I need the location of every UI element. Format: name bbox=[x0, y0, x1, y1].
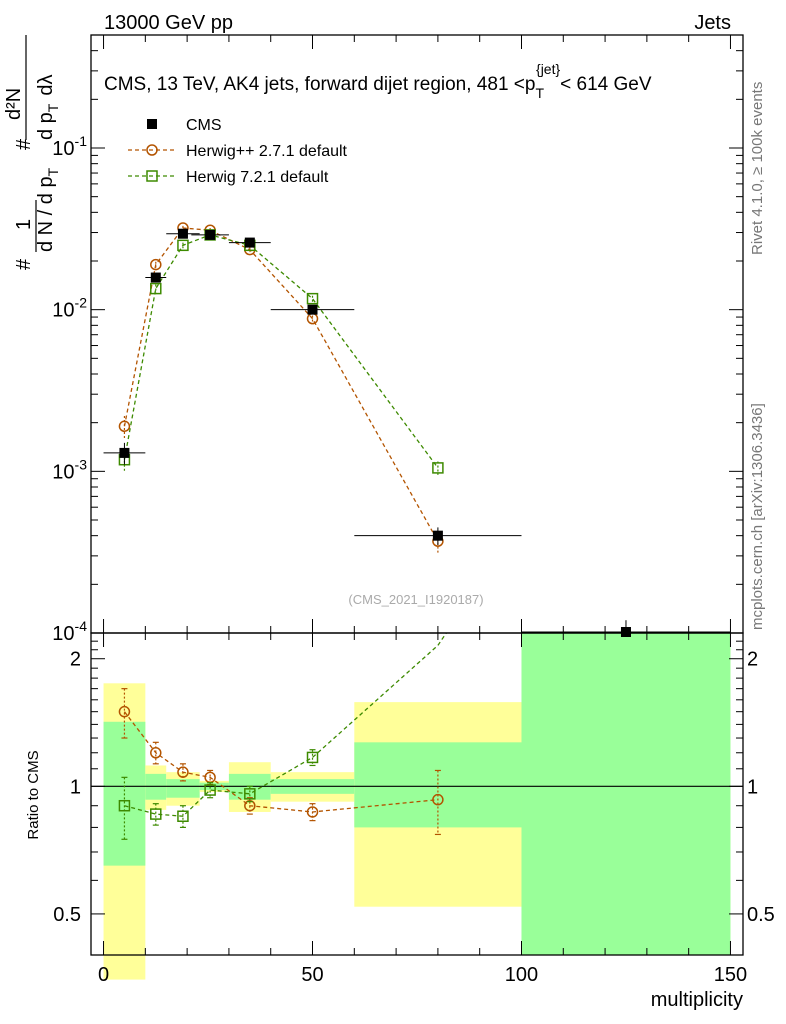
ratio-point-open-circle bbox=[244, 799, 256, 812]
ratio-point-open-circle bbox=[118, 705, 131, 718]
band-green-7 bbox=[521, 633, 731, 955]
ratio-point-open-square bbox=[204, 784, 216, 796]
main-axes: 10-3 10-2 10-1 10-4 bbox=[52, 34, 743, 645]
legend-marker-open-circle bbox=[146, 144, 158, 156]
ratio-point-open-circle bbox=[150, 747, 162, 759]
main-point-open-circle bbox=[118, 420, 131, 433]
band-green-2 bbox=[166, 779, 200, 798]
svg-text:d pTdλ: d pTdλ bbox=[35, 75, 61, 141]
svg-text:d²N: d²N bbox=[3, 88, 25, 120]
main-series bbox=[103, 222, 731, 637]
data-point bbox=[244, 237, 255, 248]
main-y-axis-label: # 1 d N / d pT # d²N d pTdλ bbox=[3, 35, 61, 270]
main-ytick-label: 10-2 bbox=[52, 295, 87, 322]
ratio-y-axis-label: Ratio to CMS bbox=[25, 750, 42, 839]
main-ytick-label: 10-3 bbox=[52, 456, 87, 483]
data-point bbox=[205, 229, 216, 240]
ratio-point-open-square bbox=[150, 808, 162, 820]
svg-text:d N / d pT: d N / d pT bbox=[35, 167, 61, 252]
rivet-version-label: Rivet 4.1.0, ≥ 100k events bbox=[749, 82, 766, 255]
legend-marker-open-square bbox=[146, 170, 158, 182]
ratio-ytick-label-left: 2 bbox=[70, 649, 81, 671]
data-point bbox=[620, 627, 631, 637]
xtick-label: 150 bbox=[714, 964, 747, 986]
legend-label: Herwig 7.2.1 default bbox=[186, 169, 329, 186]
ratio-point-open-square bbox=[118, 799, 131, 812]
ratio-ytick-label-right: 0.5 bbox=[747, 904, 775, 926]
ratio-ytick-label-left: 1 bbox=[70, 776, 81, 798]
header-left: 13000 GeV pp bbox=[104, 12, 233, 34]
main-point-open-square bbox=[432, 462, 444, 474]
ratio-ytick-label-right: 2 bbox=[747, 649, 758, 671]
ratio-axes: 0.5 0.5 1 1 2 2 0 50 100 150 bbox=[53, 35, 775, 986]
legend-marker-filled-square bbox=[147, 119, 157, 129]
ratio-point-open-circle bbox=[306, 806, 319, 818]
legend-label: Herwig++ 2.7.1 default bbox=[186, 143, 348, 160]
xtick-label: 100 bbox=[505, 964, 538, 986]
main-point-open-circle bbox=[150, 258, 162, 271]
ratio-point-open-square bbox=[177, 810, 189, 822]
main-point-open-square bbox=[150, 282, 162, 295]
ratio-ytick-label-left: 0.5 bbox=[53, 904, 81, 926]
main-line-open-circle bbox=[123, 227, 439, 542]
legend: CMS Herwig++ 2.7.1 default Herwig 7.2.1 de… bbox=[128, 117, 348, 186]
ratio-uncertainty-bands bbox=[103, 633, 731, 980]
data-point bbox=[432, 530, 443, 541]
ratio-plot-frame bbox=[90, 632, 744, 956]
ratio-point-open-square bbox=[244, 788, 256, 800]
main-ytick-label: 10-4 bbox=[52, 618, 87, 645]
svg-text:#: # bbox=[13, 258, 35, 270]
legend-label: CMS bbox=[186, 117, 222, 134]
header-right: Jets bbox=[694, 12, 731, 34]
analysis-watermark: (CMS_2021_I1920187) bbox=[348, 592, 483, 607]
ratio-point-open-circle bbox=[432, 793, 444, 806]
ratio-point-open-square bbox=[306, 751, 319, 764]
main-ytick-label: 10-1 bbox=[52, 133, 87, 160]
ratio-ytick-label-right: 1 bbox=[747, 776, 758, 798]
x-axis-label: multiplicity bbox=[651, 989, 743, 1011]
mcplots-label: mcplots.cern.ch [arXiv:1306.3436] bbox=[749, 403, 766, 630]
ratio-point-open-circle bbox=[177, 766, 189, 778]
svg-text:#: # bbox=[13, 138, 35, 150]
main-line-open-square bbox=[123, 234, 439, 469]
data-point bbox=[307, 304, 318, 315]
data-point bbox=[119, 447, 130, 458]
xtick-label: 0 bbox=[98, 964, 109, 986]
xtick-label: 50 bbox=[301, 964, 323, 986]
chart-title: CMS, 13 TeV, AK4 jets, forward dijet reg… bbox=[104, 61, 652, 101]
main-point-open-square bbox=[306, 292, 319, 305]
main-point-open-square bbox=[177, 239, 189, 252]
data-point bbox=[177, 228, 188, 239]
ratio-series bbox=[118, 632, 447, 840]
svg-text:1: 1 bbox=[13, 219, 35, 230]
data-point bbox=[150, 272, 161, 283]
band-green-6 bbox=[354, 742, 522, 828]
